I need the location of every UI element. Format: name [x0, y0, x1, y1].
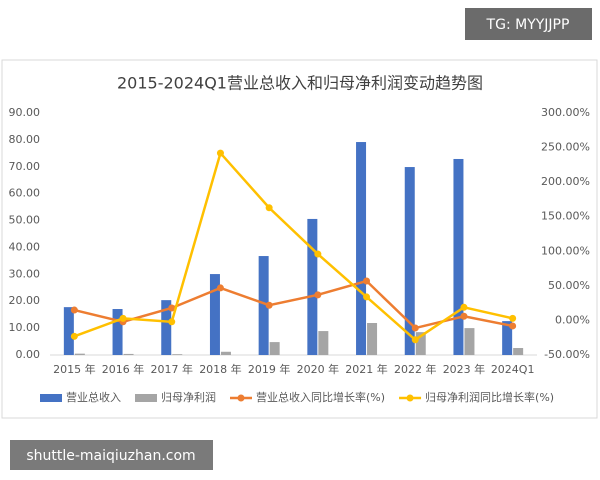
x-tick-label: 2021 年 [345, 362, 388, 376]
legend-swatch [135, 394, 157, 402]
legend-label: 营业总收入 [66, 390, 121, 404]
point [265, 301, 273, 309]
point [411, 324, 419, 332]
x-tick-label: 2017 年 [151, 362, 194, 376]
y-tick-label: 70.00 [9, 160, 41, 173]
legend-label: 归母净利润 [161, 390, 216, 404]
watermark-box [10, 440, 213, 470]
x-tick-label: 2015 年 [53, 362, 96, 376]
point [216, 149, 224, 157]
bar [513, 348, 524, 355]
point [265, 204, 273, 212]
bar [404, 167, 415, 355]
bar [502, 321, 513, 355]
bar [415, 332, 426, 355]
y2-tick-label: -50.00% [544, 348, 590, 361]
y2-tick-label: 100.00% [541, 244, 590, 257]
y2-tick-label: 150.00% [541, 210, 590, 223]
legend-swatch [40, 394, 62, 402]
bar [307, 218, 318, 355]
y-tick-label: 80.00 [9, 133, 41, 146]
y-tick-label: 0.00 [16, 348, 41, 361]
watermark: shuttle-maiqiuzhan.com [26, 448, 195, 464]
bar [63, 307, 74, 355]
watermark-box [465, 8, 592, 40]
bar [161, 300, 172, 355]
y-tick-label: 60.00 [9, 187, 41, 200]
point [168, 304, 176, 312]
point [70, 332, 78, 340]
bar [74, 353, 85, 355]
legend-label: 归母净利润同比增长率(%) [425, 390, 554, 404]
x-tick-label: 2022 年 [394, 362, 437, 376]
x-tick-label: 2018 年 [199, 362, 242, 376]
point [460, 303, 468, 311]
point [363, 293, 371, 301]
y-tick-label: 10.00 [9, 321, 41, 334]
y-tick-label: 50.00 [9, 214, 41, 227]
x-tick-label: 2019 年 [248, 362, 291, 376]
point [119, 314, 127, 322]
point [216, 284, 224, 292]
x-tick-label: 2020 年 [297, 362, 340, 376]
watermark: TG: MYYJJPP [486, 17, 570, 33]
y2-tick-label: 0.00% [555, 313, 590, 326]
bar [356, 142, 367, 355]
x-tick-label: 2016 年 [102, 362, 145, 376]
point [460, 312, 468, 320]
bar [220, 351, 231, 355]
bar [172, 354, 183, 355]
x-tick-label: 2023 年 [443, 362, 486, 376]
bar [112, 309, 123, 355]
y2-tick-label: 250.00% [541, 141, 590, 154]
point [314, 250, 322, 258]
chart-frame [1, 59, 598, 419]
point [168, 318, 176, 326]
legend-label: 营业总收入同比增长率(%) [256, 390, 385, 404]
y2-tick-label: 300.00% [541, 106, 590, 119]
y-tick-label: 20.00 [9, 294, 41, 307]
bar [123, 353, 134, 355]
bar [318, 331, 329, 355]
y2-tick-label: 50.00% [548, 279, 590, 292]
chart-title: 2015-2024Q1营业总收入和归母净利润变动趋势图 [117, 74, 483, 93]
bar [453, 158, 464, 355]
point [314, 291, 322, 299]
y-tick-label: 30.00 [9, 267, 41, 280]
bar [367, 323, 378, 355]
bar [269, 342, 280, 355]
point [509, 322, 517, 330]
legend-swatch [406, 394, 414, 402]
line [73, 150, 513, 342]
bar [209, 274, 220, 355]
legend-swatch [237, 394, 245, 402]
point [411, 336, 419, 344]
y2-tick-label: 200.00% [541, 175, 590, 188]
y-tick-label: 40.00 [9, 240, 41, 253]
bar [464, 328, 475, 355]
bar [258, 256, 269, 355]
point [363, 277, 371, 285]
x-tick-label: 2024Q1 [491, 363, 535, 376]
point [509, 314, 517, 322]
y-tick-label: 90.00 [9, 106, 41, 119]
point [70, 306, 78, 314]
